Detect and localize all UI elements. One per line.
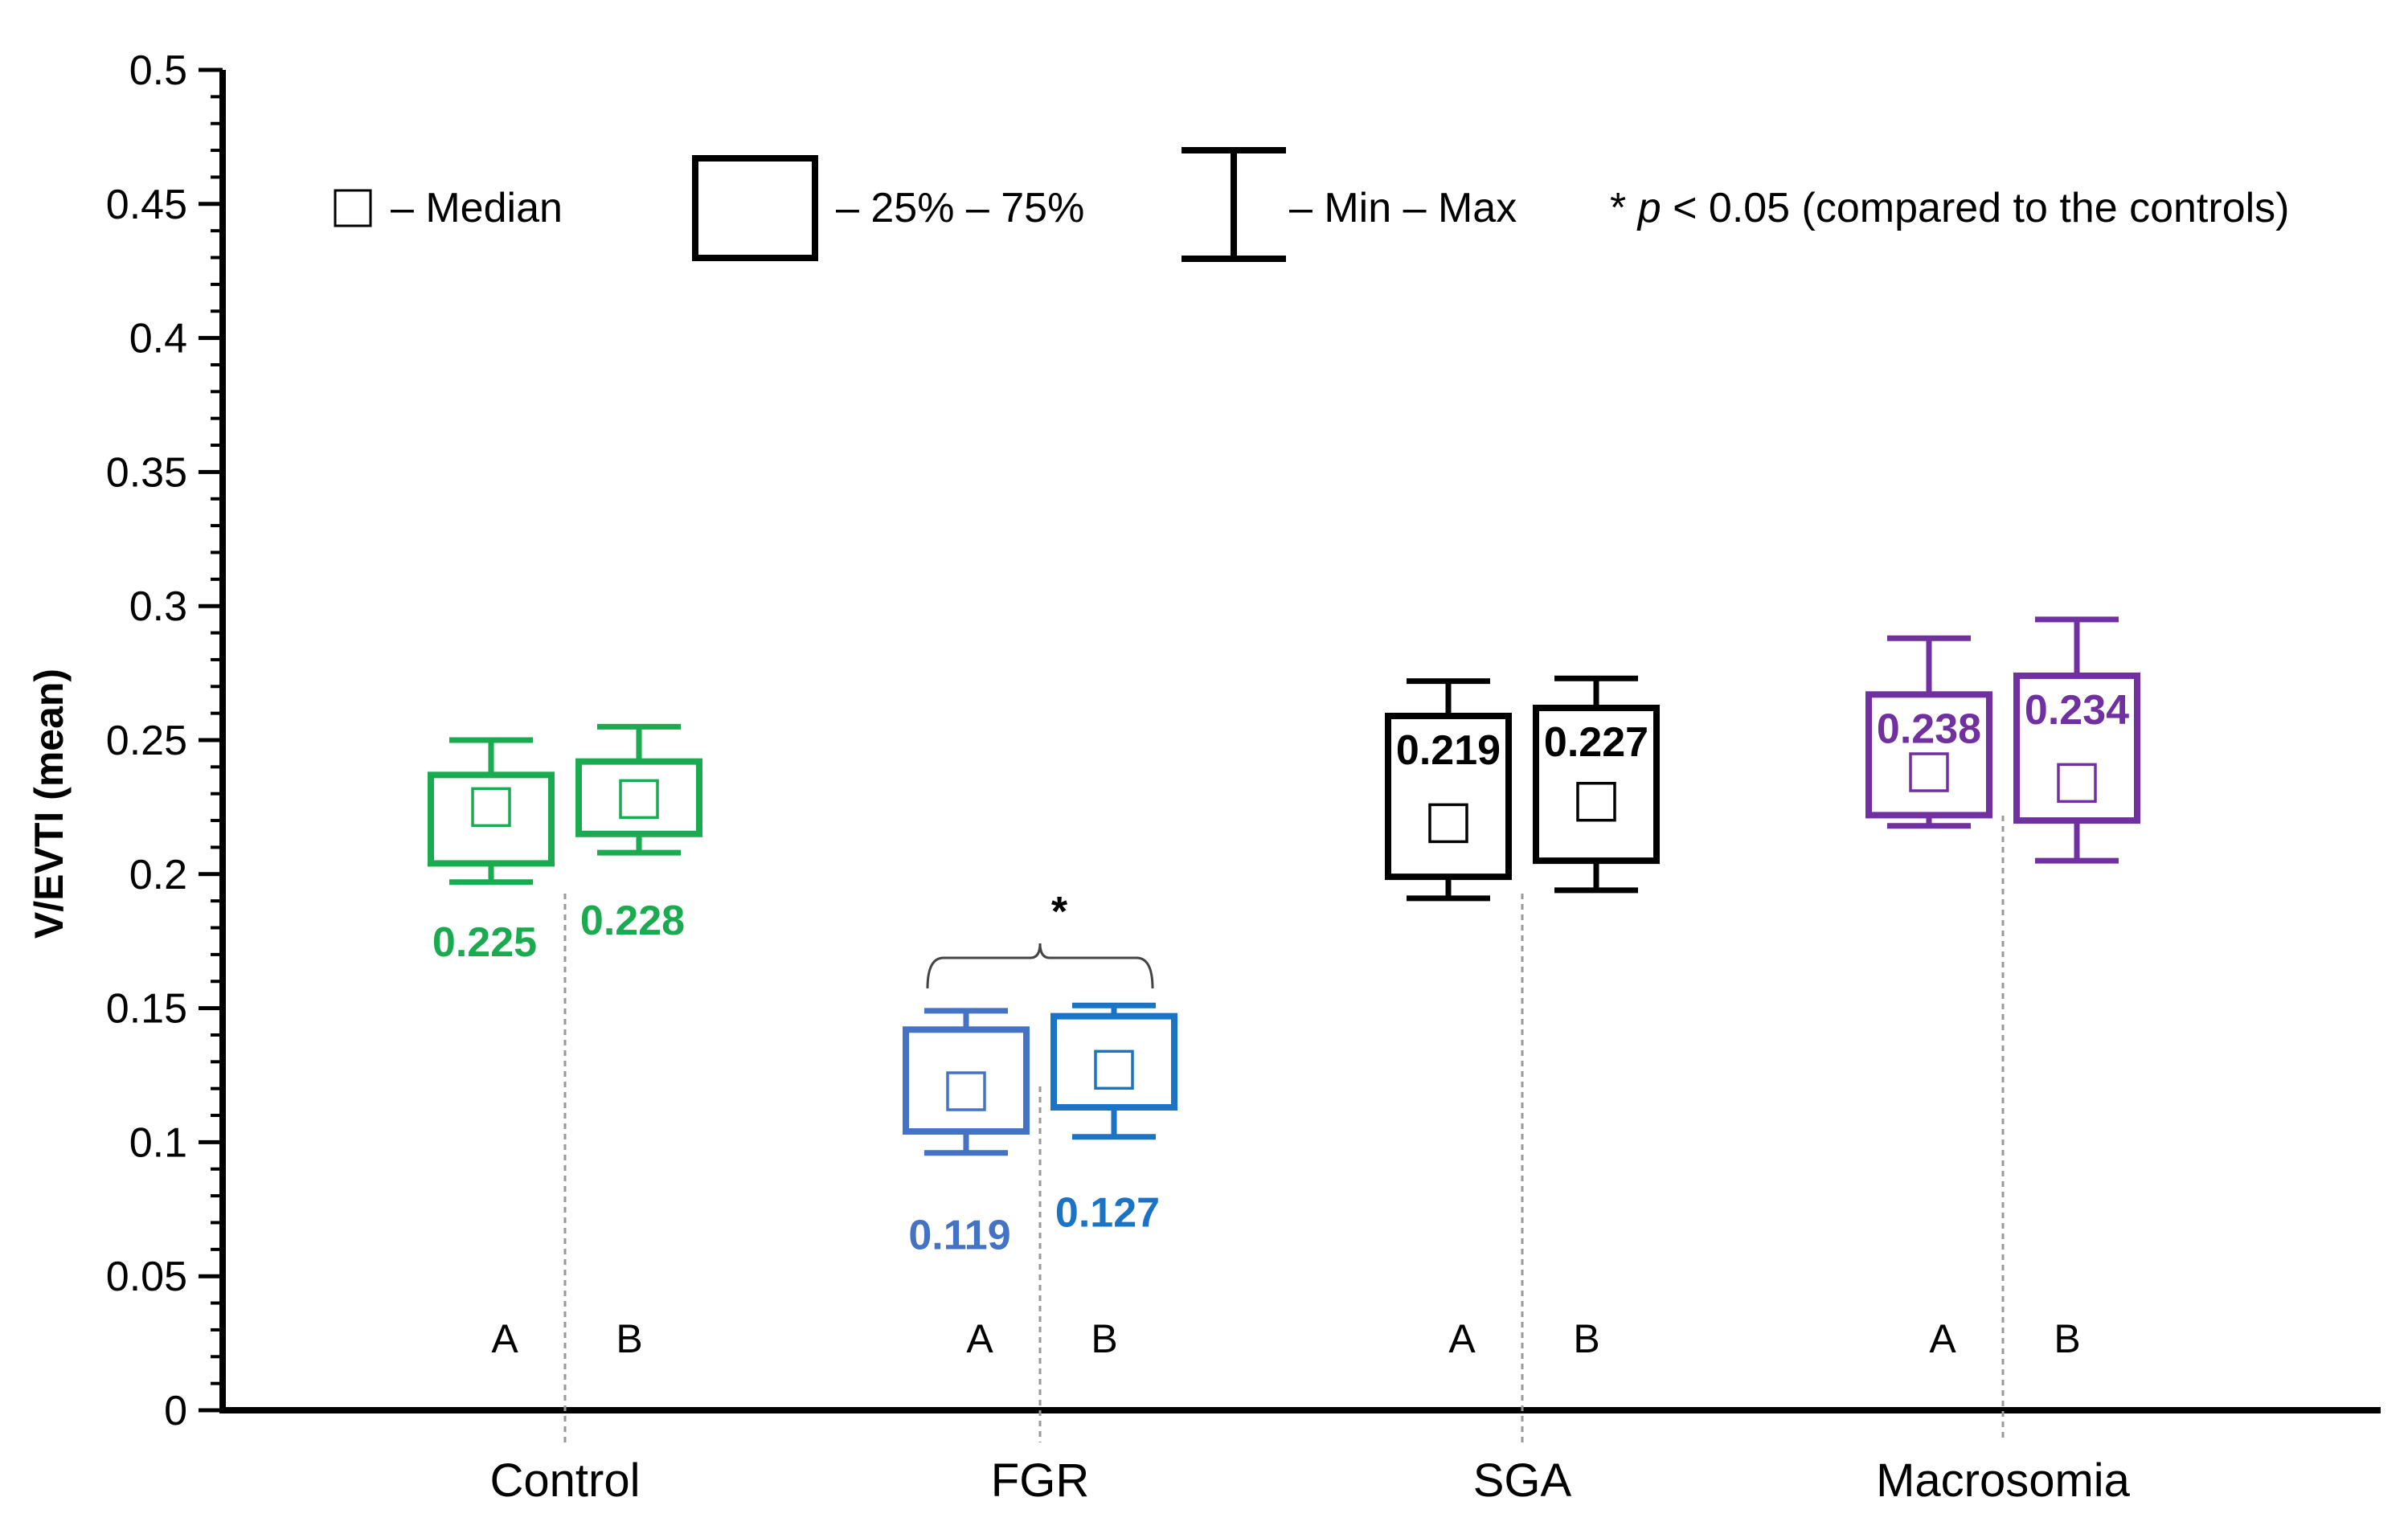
x-category-label: Macrosomia xyxy=(1876,1454,2131,1507)
y-tick-label: 0 xyxy=(164,1388,187,1434)
legend: – Median – 25% – 75% – Min – Max * p < 0… xyxy=(334,147,2289,262)
iqr-box xyxy=(1865,691,1992,819)
x-category-label: FGR xyxy=(991,1454,1089,1507)
median-value-label: 0.127 xyxy=(1055,1190,1160,1237)
subgroup-label: A xyxy=(491,1316,518,1361)
iqr-box xyxy=(1385,712,1512,881)
y-tick-label: 0.35 xyxy=(106,449,187,496)
median-value-label: 0.238 xyxy=(1877,706,1981,752)
median-value-label: 0.227 xyxy=(1544,719,1648,766)
y-tick-label: 0.5 xyxy=(129,47,187,94)
y-tick-label: 0.05 xyxy=(106,1254,187,1300)
y-tick-label: 0.45 xyxy=(106,182,187,228)
significance-star: * xyxy=(1051,889,1068,935)
median-value-label: 0.225 xyxy=(432,919,537,966)
y-axis-label: V/EVTI (mean) xyxy=(27,669,72,939)
median-marker xyxy=(1428,803,1468,844)
median-value-label: 0.219 xyxy=(1396,727,1501,774)
y-tick-label: 0.25 xyxy=(106,718,187,764)
median-marker xyxy=(1576,781,1616,822)
legend-range-label: – Min – Max xyxy=(1289,185,1517,231)
median-marker xyxy=(1909,752,1949,792)
box-plot-sga-a: 0.219 xyxy=(1385,678,1512,902)
iqr-box xyxy=(1050,1012,1177,1111)
box-plot-fgr-b: 0.127 xyxy=(1050,1002,1177,1237)
iqr-box xyxy=(903,1026,1030,1135)
box-plot-macrosomia-b: 0.234 xyxy=(2013,616,2140,864)
marks-layer: 0.225 0.228 0.119 0.127 0.219 0.227 0.238 0.234… xyxy=(428,616,2140,1259)
median-marker xyxy=(946,1071,986,1111)
median-marker xyxy=(471,787,511,828)
legend-iqr-icon xyxy=(692,155,818,261)
box-plot-macrosomia-a: 0.238 xyxy=(1865,635,1992,829)
median-value-label: 0.228 xyxy=(580,898,685,944)
iqr-box xyxy=(575,758,702,837)
legend-significance: * p < 0.05 (compared to the controls) xyxy=(1610,185,2289,231)
legend-significance-p: p xyxy=(1636,185,1661,231)
subgroup-label: B xyxy=(1573,1316,1599,1361)
legend-significance-star: * xyxy=(1610,185,1626,231)
subgroup-label: B xyxy=(616,1316,642,1361)
subgroup-label: B xyxy=(2054,1316,2080,1361)
iqr-box xyxy=(2013,672,2140,824)
axes-layer: 0 0.05 0.1 0.15 0.2 0.25 0.3 0.35 0.4 0.45 0.5 Cont… xyxy=(106,47,2381,1507)
median-value-label: 0.119 xyxy=(908,1213,1010,1259)
subgroup-label: A xyxy=(1929,1316,1956,1361)
box-plot-sga-b: 0.227 xyxy=(1533,675,1660,894)
significance-bracket xyxy=(926,943,1154,989)
subgroup-label: B xyxy=(1091,1316,1117,1361)
legend-range-icon xyxy=(1181,147,1286,262)
y-tick-label: 0.2 xyxy=(129,852,187,898)
y-tick-label: 0.4 xyxy=(129,316,187,362)
y-tick-label: 0.1 xyxy=(129,1119,187,1166)
y-tick-label: 0.15 xyxy=(106,986,187,1033)
legend-significance-text: < 0.05 (compared to the controls) xyxy=(1673,185,2289,231)
subgroup-label: A xyxy=(1448,1316,1476,1361)
legend-median-label: – Median xyxy=(391,185,563,231)
median-marker xyxy=(1094,1049,1134,1090)
box-plot-control-b: 0.228 xyxy=(575,723,702,944)
y-tick-label: 0.3 xyxy=(129,583,187,630)
box-plot-control-a: 0.225 xyxy=(428,737,555,966)
median-marker xyxy=(619,779,659,820)
x-category-label: Control xyxy=(490,1454,641,1507)
median-value-label: 0.234 xyxy=(2025,687,2129,734)
x-category-label: SGA xyxy=(1473,1454,1572,1507)
median-marker xyxy=(2057,763,2097,804)
subgroup-label: A xyxy=(966,1316,993,1361)
legend-iqr-label: – 25% – 75% xyxy=(836,185,1084,231)
box-plot-fgr-a: 0.119 xyxy=(903,1008,1030,1259)
legend-median-icon xyxy=(334,189,372,227)
